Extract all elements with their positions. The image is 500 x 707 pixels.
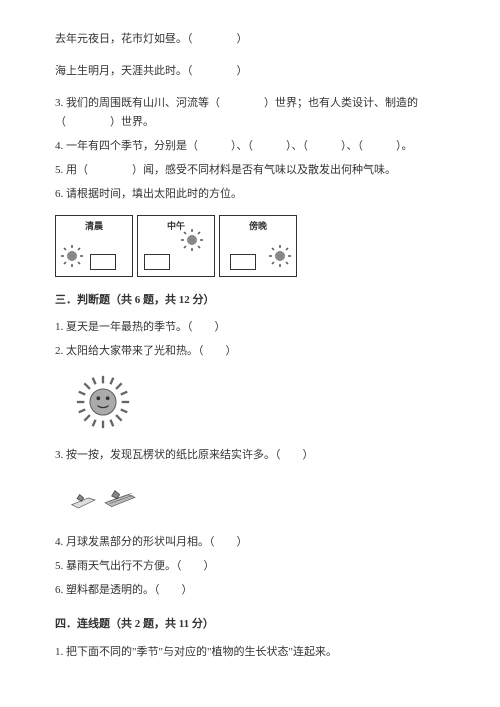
sun-illustration xyxy=(75,374,131,430)
panel-morning: 清晨 xyxy=(55,215,133,277)
panel-label: 清晨 xyxy=(85,218,103,234)
connect-q1: 1. 把下面不同的"季节"与对应的"植物的生长状态"连起来。 xyxy=(55,643,445,663)
fill-line-6: 6. 请根据时间，填出太阳此时的方位。 xyxy=(55,185,445,205)
fill-line-5: 5. 用（ ）闻，感受不同材料是否有气味以及散发出何种气味。 xyxy=(55,161,445,181)
direction-box[interactable] xyxy=(230,254,256,270)
judge-q3: 3. 按一按，发现瓦楞状的纸比原来结实许多。（ ） xyxy=(55,446,445,466)
fill-line-3: 3. 我们的周围既有山川、河流等（ ）世界；也有人类设计、制造的（ ）世界。 xyxy=(55,94,445,134)
panel-label: 傍晚 xyxy=(249,218,267,234)
judge-q2: 2. 太阳给大家带来了光和热。（ ） xyxy=(55,342,445,362)
fill-line-4: 4. 一年有四个季节，分别是（ ）、（ ）、（ ）、（ ）。 xyxy=(55,137,445,157)
fill-line-1: 去年元夜日，花市灯如昼。（ ） xyxy=(55,30,445,50)
judge-q1: 1. 夏天是一年最热的季节。（ ） xyxy=(55,318,445,338)
sun-icon xyxy=(268,244,292,268)
section-3-title: 三．判断题（共 6 题，共 12 分） xyxy=(55,291,445,311)
fill-line-2: 海上生明月，天涯共此时。（ ） xyxy=(55,62,445,82)
direction-box[interactable] xyxy=(90,254,116,270)
sun-icon xyxy=(60,244,84,268)
section-4-title: 四．连线题（共 2 题，共 11 分） xyxy=(55,615,445,635)
judge-q6: 6. 塑料都是透明的。（ ） xyxy=(55,581,445,601)
judge-q4: 4. 月球发黑部分的形状叫月相。（ ） xyxy=(55,533,445,553)
judge-q5: 5. 暴雨天气出行不方便。（ ） xyxy=(55,557,445,577)
sun-icon xyxy=(180,228,204,252)
panel-evening: 傍晚 xyxy=(219,215,297,277)
direction-box[interactable] xyxy=(144,254,170,270)
panel-noon: 中午 xyxy=(137,215,215,277)
sun-position-panels: 清晨 中午 傍晚 xyxy=(55,215,445,277)
paper-illustration xyxy=(65,478,145,518)
